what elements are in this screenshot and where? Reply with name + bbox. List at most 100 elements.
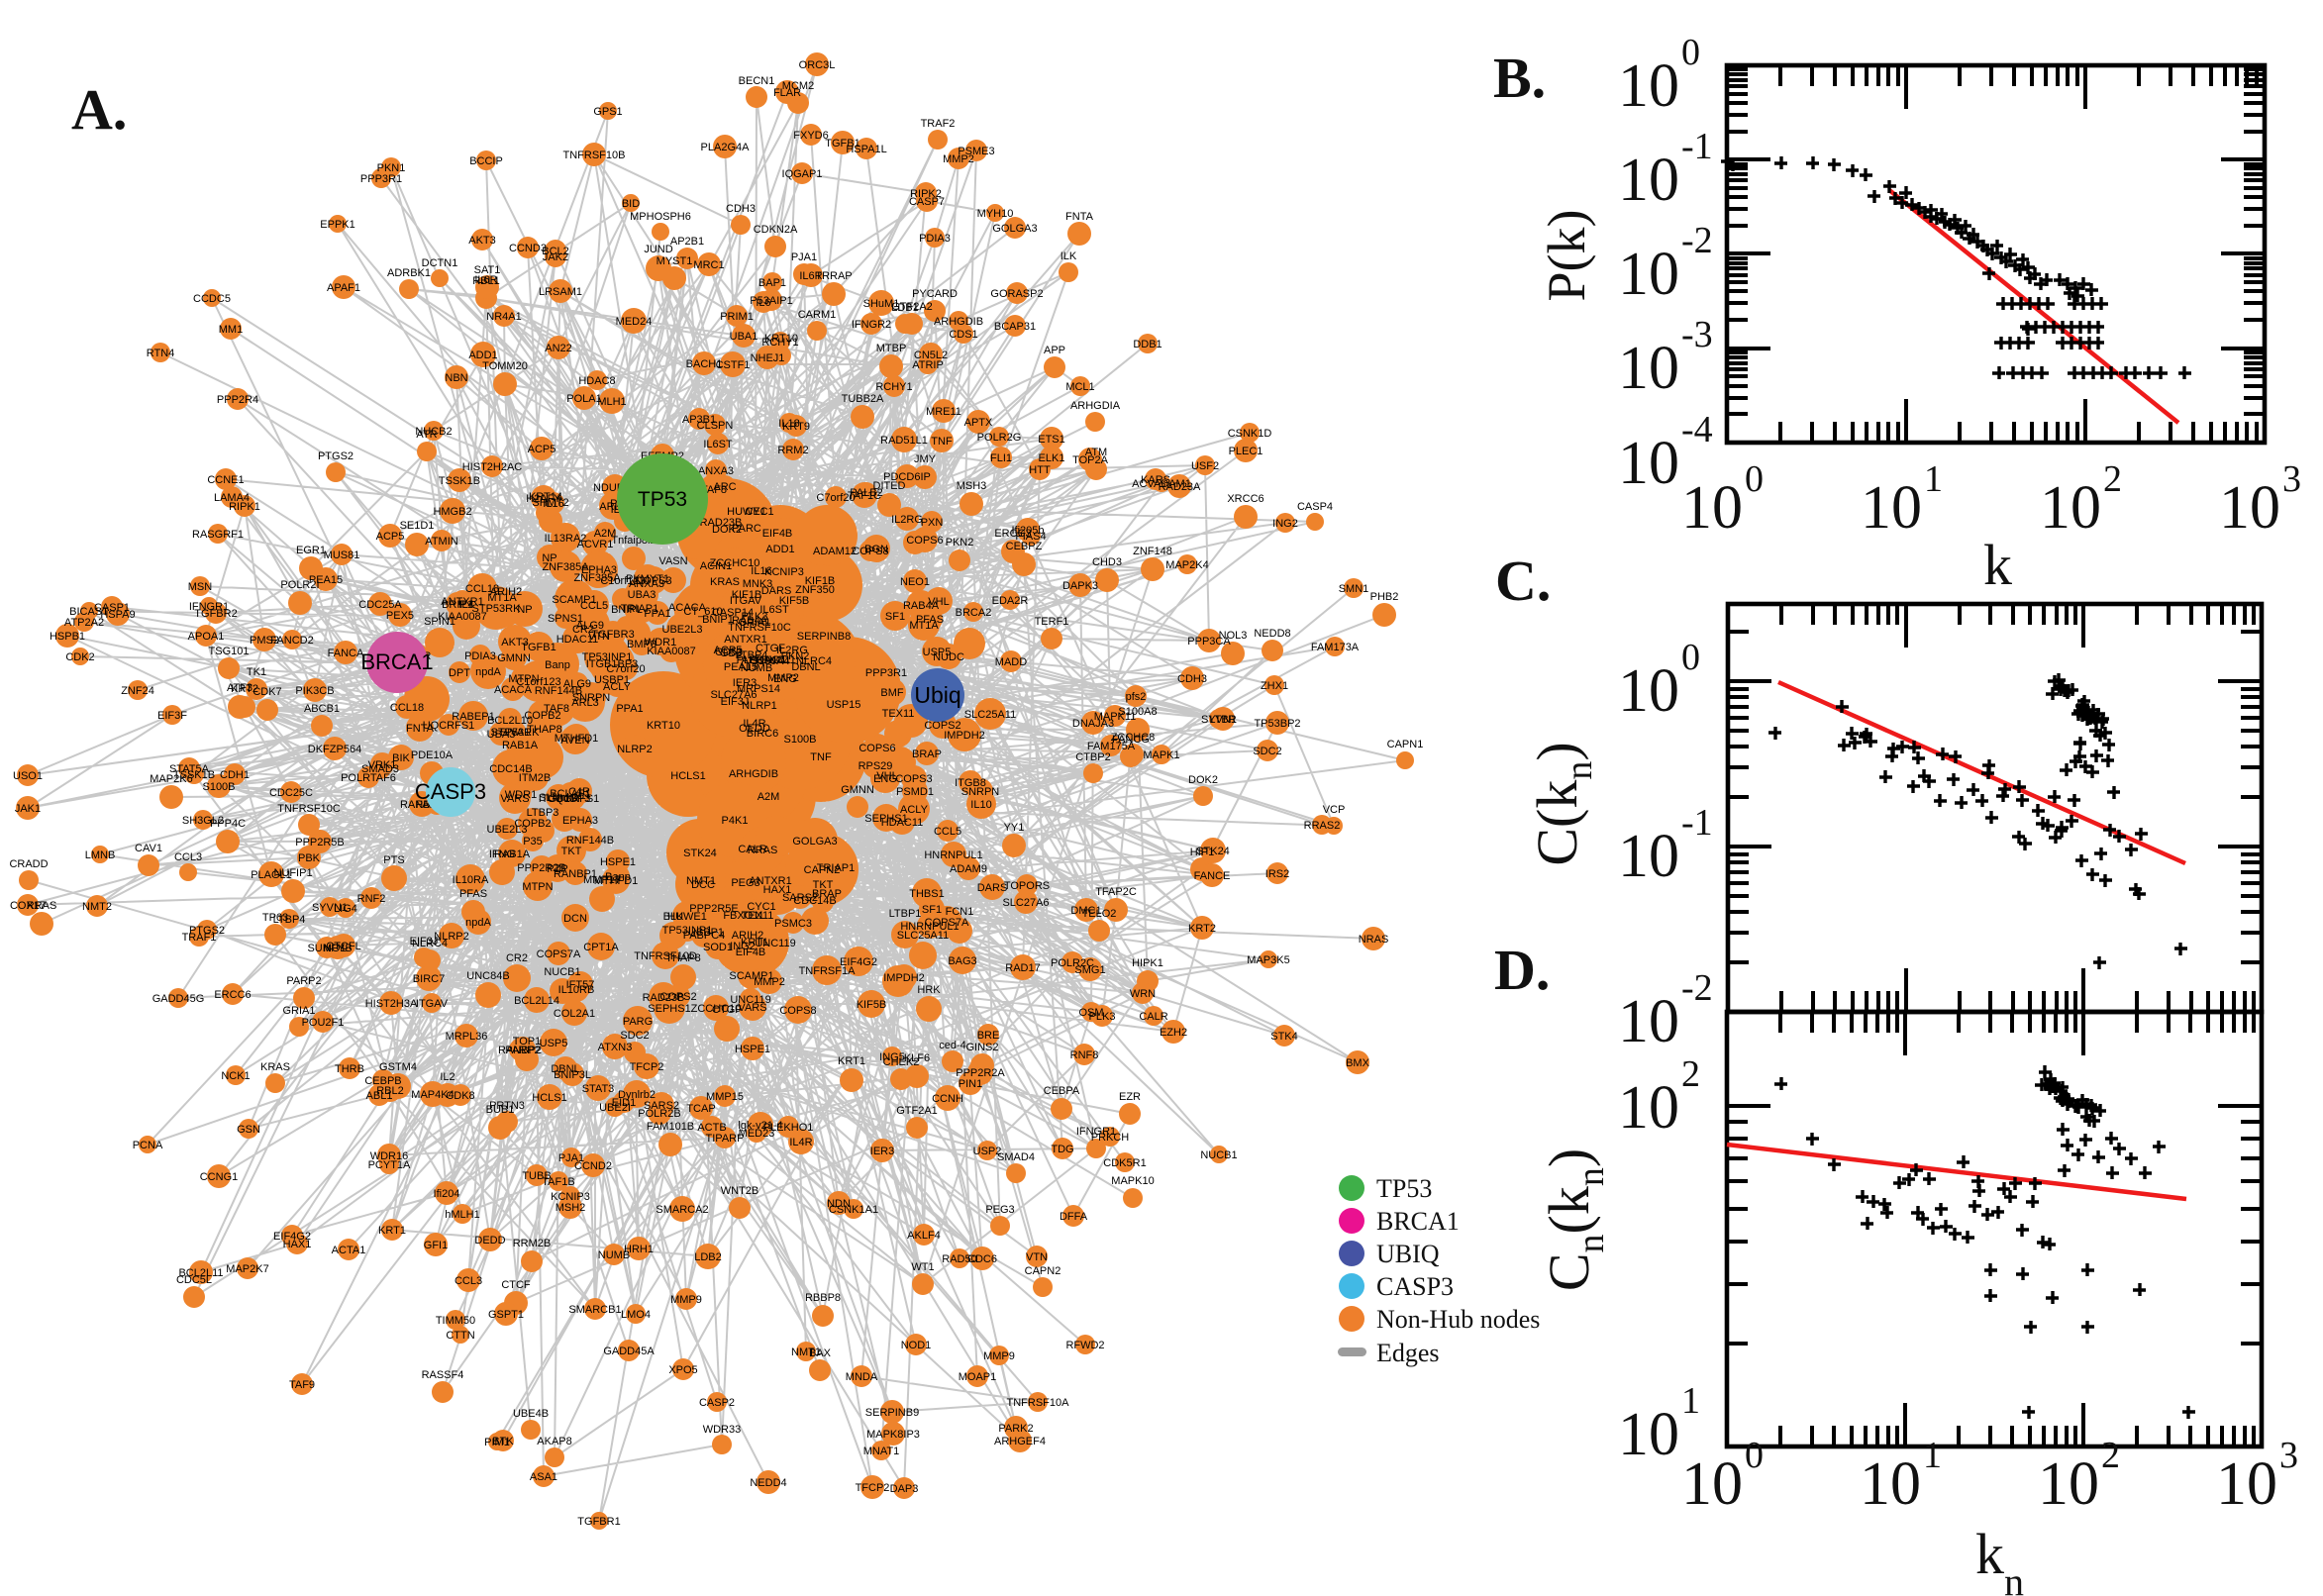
svg-text:BGN: BGN	[864, 544, 888, 555]
svg-text:SF1: SF1	[922, 904, 942, 916]
svg-text:TELO2: TELO2	[1082, 908, 1117, 920]
svg-text:BNIP3L: BNIP3L	[554, 1069, 591, 1081]
svg-text:FNTA: FNTA	[406, 723, 435, 735]
svg-text:S100B: S100B	[202, 781, 235, 793]
svg-text:IFNGR1: IFNGR1	[189, 601, 229, 613]
svg-text:LTBP1: LTBP1	[889, 908, 922, 920]
svg-text:LIG4: LIG4	[334, 903, 357, 915]
svg-text:USO1: USO1	[13, 770, 43, 782]
svg-text:CD53: CD53	[715, 647, 743, 658]
svg-text:0: 0	[1681, 32, 1700, 73]
svg-text:NMT1: NMT1	[686, 875, 716, 887]
svg-text:ATRIP: ATRIP	[912, 359, 944, 371]
svg-text:RABEP1: RABEP1	[452, 711, 494, 723]
svg-text:ARIH2: ARIH2	[490, 586, 522, 598]
svg-text:WDR16: WDR16	[370, 1150, 409, 1162]
svg-text:UBA3: UBA3	[628, 589, 656, 601]
svg-text:RANBP1: RANBP1	[554, 868, 597, 880]
svg-text:NP: NP	[517, 604, 532, 616]
svg-text:MTPN: MTPN	[522, 881, 553, 893]
svg-text:CLSPN: CLSPN	[697, 420, 734, 432]
svg-text:BTK: BTK	[492, 1436, 514, 1447]
svg-text:THAP8: THAP8	[527, 724, 561, 736]
svg-text:HAX1: HAX1	[283, 1239, 312, 1250]
svg-text:THAP8: THAP8	[665, 952, 700, 964]
svg-text:KRT1: KRT1	[378, 1225, 406, 1237]
svg-text:THRB: THRB	[335, 1063, 364, 1075]
svg-text:-1: -1	[1681, 802, 1713, 844]
svg-text:CRADD: CRADD	[9, 858, 48, 870]
svg-text:SARS2: SARS2	[644, 1100, 679, 1112]
svg-text:HSPE1: HSPE1	[600, 856, 636, 868]
svg-text:0: 0	[1681, 637, 1700, 678]
svg-text:UBIQ: UBIQ	[1376, 1240, 1440, 1268]
svg-text:POLA1: POLA1	[566, 393, 601, 405]
svg-text:BCL2: BCL2	[542, 246, 569, 257]
svg-text:ERCC6: ERCC6	[214, 989, 251, 1001]
svg-text:PLK3: PLK3	[742, 611, 768, 623]
svg-text:WRN: WRN	[1130, 988, 1156, 1000]
svg-text:TSG101: TSG101	[209, 646, 250, 657]
svg-text:VHL: VHL	[928, 596, 949, 608]
svg-text:ALG9: ALG9	[563, 678, 591, 690]
svg-text:COPS8: COPS8	[852, 546, 888, 557]
svg-text:NLRP2: NLRP2	[617, 744, 652, 755]
svg-text:SERPINB8: SERPINB8	[797, 631, 851, 643]
svg-text:COPS7A: COPS7A	[537, 948, 581, 960]
svg-text:C.: C.	[1495, 549, 1551, 613]
svg-text:UQCRFS1: UQCRFS1	[548, 793, 600, 805]
svg-text:BCL2L11: BCL2L11	[178, 1267, 223, 1279]
svg-text:TRIAP1: TRIAP1	[817, 862, 856, 874]
svg-text:ITM2B: ITM2B	[519, 772, 551, 784]
svg-text:RNF144B: RNF144B	[535, 685, 582, 697]
svg-text:NHEJ1: NHEJ1	[751, 352, 785, 364]
svg-text:PKN2: PKN2	[781, 650, 810, 662]
svg-text:RAB1A: RAB1A	[502, 740, 539, 751]
svg-text:GFI1: GFI1	[424, 1240, 448, 1251]
svg-text:UQCRFS1: UQCRFS1	[423, 720, 475, 732]
svg-text:ITGAV: ITGAV	[730, 595, 762, 607]
svg-text:TERF1: TERF1	[1035, 616, 1069, 628]
svg-text:CTCF: CTCF	[501, 1279, 531, 1291]
svg-text:IL18: IL18	[778, 418, 799, 430]
svg-text:TEX11: TEX11	[882, 708, 915, 720]
svg-text:MED24: MED24	[616, 316, 653, 328]
svg-text:ANTXR1: ANTXR1	[724, 634, 766, 646]
svg-text:SIVA1: SIVA1	[500, 727, 530, 739]
svg-text:TUBB2A: TUBB2A	[842, 393, 884, 405]
svg-text:TAF8: TAF8	[544, 703, 569, 715]
svg-text:ARHGEF4: ARHGEF4	[994, 1436, 1046, 1447]
svg-text:MSH2: MSH2	[556, 1202, 586, 1214]
svg-text:ARHGDIA: ARHGDIA	[1070, 400, 1121, 412]
svg-text:RAD23B: RAD23B	[643, 992, 685, 1004]
svg-text:MAPK8IP3: MAPK8IP3	[866, 1429, 920, 1441]
svg-text:C4R: C4R	[568, 786, 590, 798]
svg-text:CCL18: CCL18	[390, 702, 424, 714]
svg-text:TIMM50: TIMM50	[436, 1315, 475, 1327]
svg-text:SH3GL2: SH3GL2	[182, 815, 224, 827]
svg-text:BAX: BAX	[809, 1347, 832, 1359]
svg-text:HSPA9: HSPA9	[100, 609, 135, 621]
svg-text:VARS: VARS	[738, 1002, 766, 1014]
svg-text:FBXO11: FBXO11	[755, 654, 795, 666]
svg-text:CEBPB: CEBPB	[364, 1075, 401, 1087]
svg-text:ATXN3: ATXN3	[598, 1042, 633, 1053]
svg-text:A2M: A2M	[594, 528, 617, 540]
svg-text:PSMC3: PSMC3	[774, 918, 812, 930]
svg-text:VARS: VARS	[500, 793, 529, 805]
svg-text:C7orf20: C7orf20	[606, 663, 645, 675]
svg-text:CEBPA: CEBPA	[1044, 1085, 1080, 1097]
svg-text:IL6R: IL6R	[799, 270, 822, 282]
svg-text:GINS2: GINS2	[965, 1042, 998, 1053]
svg-text:HNRNPUL1: HNRNPUL1	[900, 921, 959, 933]
svg-text:FANCE: FANCE	[1194, 870, 1231, 882]
svg-text:k: k	[1975, 1522, 2004, 1586]
svg-text:PDCD6IP: PDCD6IP	[883, 471, 931, 483]
svg-text:GOLGA3: GOLGA3	[792, 836, 837, 848]
svg-text:JUND: JUND	[644, 244, 672, 255]
svg-text:PFAS: PFAS	[916, 614, 944, 626]
svg-text:JAK2: JAK2	[543, 251, 568, 263]
svg-text:C1orf123: C1orf123	[516, 676, 560, 688]
svg-text:GOLGA3: GOLGA3	[992, 223, 1037, 235]
svg-text:MLH1: MLH1	[597, 396, 626, 408]
